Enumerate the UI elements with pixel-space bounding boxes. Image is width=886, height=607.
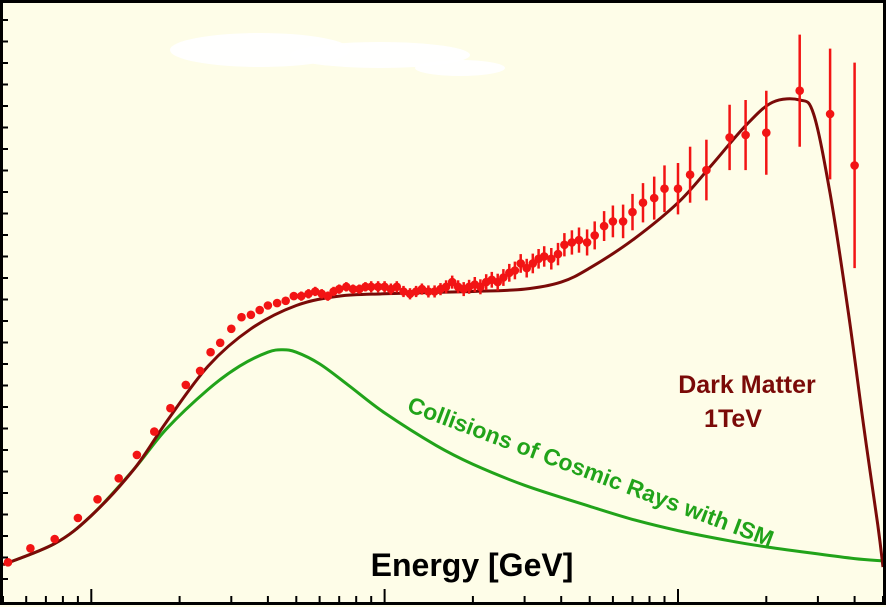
data-point <box>539 252 549 261</box>
data-point <box>195 366 205 376</box>
data-point <box>166 403 175 413</box>
data-point <box>373 282 383 292</box>
data-point <box>638 198 648 207</box>
data-point <box>289 291 299 301</box>
data-point <box>297 291 306 301</box>
ism-curve <box>2 348 884 567</box>
data-point <box>741 130 750 140</box>
data-point <box>246 310 256 320</box>
data-point <box>725 133 734 142</box>
data-point <box>510 266 520 275</box>
data-point <box>547 254 556 264</box>
data-point <box>334 284 344 294</box>
data-point <box>476 282 485 292</box>
data-point <box>272 298 282 308</box>
data-point <box>424 287 433 296</box>
data-point <box>348 284 358 294</box>
data-point <box>702 165 711 175</box>
data-point <box>342 282 351 292</box>
data-point <box>618 217 628 226</box>
data-point <box>392 282 402 292</box>
data-point <box>795 86 804 95</box>
data-point <box>660 184 669 193</box>
data-point <box>673 184 683 193</box>
data-point <box>441 282 451 292</box>
dark-matter-curve <box>2 97 885 568</box>
data-point <box>181 380 191 390</box>
data-point <box>649 193 659 203</box>
dark-matter-mass-label: 1TeV <box>704 405 762 433</box>
x-axis-label: Energy [GeV] <box>371 547 574 583</box>
data-points <box>3 34 859 567</box>
data-point <box>825 109 835 119</box>
data-point <box>553 249 563 259</box>
data-point <box>132 450 142 460</box>
data-point <box>206 347 215 357</box>
x-axis-ticks <box>2 589 884 603</box>
data-point <box>599 221 609 231</box>
data-point <box>522 263 531 273</box>
data-point <box>447 277 457 287</box>
data-point <box>281 296 291 306</box>
data-point <box>3 558 13 567</box>
data-point <box>399 287 408 296</box>
data-point <box>493 277 503 287</box>
data-point <box>762 128 771 137</box>
data-point <box>73 513 83 523</box>
smudge-mark <box>170 33 505 76</box>
data-point <box>227 324 236 334</box>
data-point <box>26 544 35 553</box>
data-point <box>608 217 618 226</box>
data-point <box>310 287 320 296</box>
data-point <box>417 284 427 294</box>
data-point <box>366 282 376 292</box>
data-point <box>255 305 264 315</box>
data-point <box>215 338 225 348</box>
data-point <box>516 259 525 268</box>
data-point <box>323 291 333 301</box>
data-point <box>590 231 599 240</box>
data-point <box>528 259 538 268</box>
data-point <box>582 238 592 247</box>
data-point <box>499 273 508 282</box>
data-point <box>114 474 123 483</box>
data-point <box>850 161 859 170</box>
data-point <box>150 427 159 436</box>
data-point <box>685 170 695 179</box>
dark-matter-label: Dark Matter <box>678 371 816 399</box>
data-point <box>237 312 246 322</box>
data-point <box>263 301 273 310</box>
data-point <box>93 495 102 504</box>
data-point <box>567 238 577 247</box>
data-point <box>50 534 59 544</box>
data-point <box>574 235 584 245</box>
data-point <box>628 207 637 217</box>
data-point <box>560 240 569 250</box>
data-point <box>304 289 313 299</box>
